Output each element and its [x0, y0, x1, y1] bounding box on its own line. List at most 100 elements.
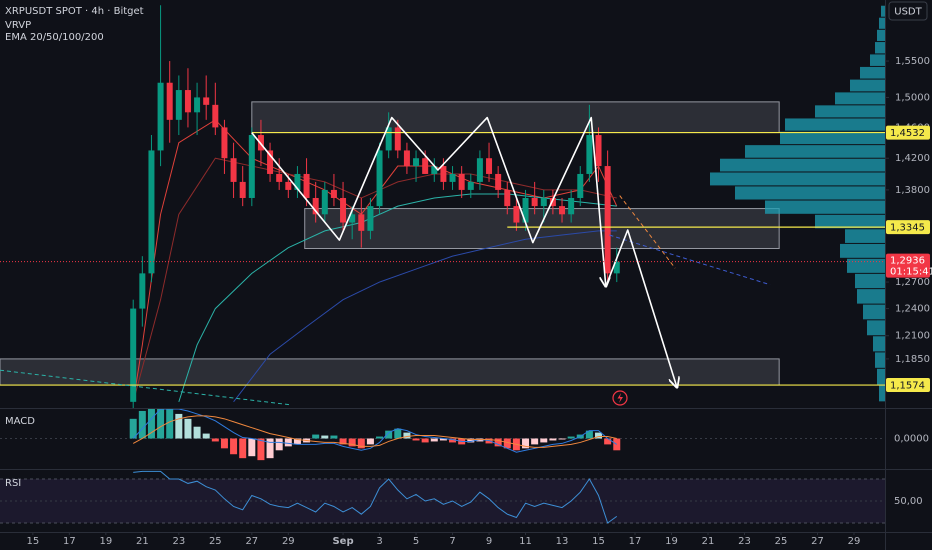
- y-tick-label: 1,5000: [895, 92, 930, 103]
- macd-histogram-bar: [467, 438, 475, 443]
- volume-profile-bar: [840, 243, 885, 258]
- macd-histogram-bar: [266, 438, 274, 459]
- macd-histogram-bar: [275, 438, 283, 451]
- macd-histogram-bar: [449, 438, 457, 443]
- candle-body: [586, 135, 593, 174]
- y-tick-label: 1,4200: [895, 153, 930, 164]
- x-tick-label: 23: [738, 536, 751, 547]
- candle-body: [285, 181, 292, 190]
- candle-body: [166, 82, 173, 120]
- candle-body: [513, 206, 520, 223]
- macd-title: MACD: [5, 416, 35, 427]
- macd-histogram-bar: [439, 438, 447, 441]
- macd-histogram-bar: [421, 438, 429, 443]
- y-tick-label: 1,1850: [895, 354, 930, 365]
- candle-body: [358, 214, 365, 231]
- ema-line: [233, 230, 617, 403]
- macd-histogram-bar: [540, 438, 548, 443]
- x-tick-label: 19: [665, 536, 678, 547]
- macd-histogram-bar: [494, 438, 502, 447]
- candle-body: [495, 173, 502, 190]
- y-tick-label: 1,5500: [895, 56, 930, 67]
- candle-body: [458, 173, 465, 190]
- volume-profile-bar: [873, 336, 885, 352]
- candle-body: [203, 97, 210, 105]
- candle-body: [321, 189, 328, 215]
- x-tick-label: 27: [245, 536, 258, 547]
- rsi-tick-label: 50,00: [894, 496, 923, 507]
- candle-body: [221, 127, 228, 159]
- macd-histogram-bar: [339, 438, 347, 445]
- volume-profile-bar: [877, 29, 885, 42]
- macd-histogram-bar: [284, 438, 292, 447]
- macd-pane: [0, 409, 885, 461]
- y-tick-label: 1,2400: [895, 304, 930, 315]
- volume-profile-bar: [845, 229, 885, 243]
- volume-profile-bar: [875, 42, 885, 54]
- currency-button[interactable]: [888, 1, 928, 21]
- volume-profile-bar: [857, 289, 885, 304]
- macd-histogram-bar: [312, 434, 320, 439]
- rsi-band: [0, 479, 885, 523]
- candle-body: [595, 135, 602, 167]
- volume-profile-bar: [780, 131, 885, 145]
- candle-body: [367, 206, 374, 231]
- macd-histogram-bar: [385, 430, 393, 439]
- alert-circle[interactable]: [612, 390, 628, 406]
- volume-profile-bar: [815, 105, 885, 118]
- rsi-pane: [0, 470, 885, 524]
- x-tick-label: 15: [26, 536, 39, 547]
- macd-histogram-bar: [220, 438, 228, 449]
- trend-line: [619, 195, 676, 269]
- alert-icon[interactable]: [612, 390, 628, 406]
- volume-profile-bar: [847, 258, 885, 273]
- candle-body: [349, 214, 356, 223]
- level-tag: [886, 125, 930, 140]
- candle-body: [540, 197, 547, 207]
- candle-body: [385, 127, 392, 151]
- rsi-title: RSI: [5, 478, 21, 489]
- candle-body: [175, 90, 182, 120]
- candle-body: [486, 158, 493, 174]
- macd-histogram-bar: [604, 438, 612, 445]
- candle-body: [267, 150, 274, 174]
- x-tick-label: 27: [811, 536, 824, 547]
- candle-body: [312, 197, 319, 215]
- macd-histogram-bar: [558, 438, 566, 440]
- volume-profile-bar: [855, 273, 885, 289]
- x-tick-label: 13: [556, 536, 569, 547]
- macd-histogram-bar: [239, 438, 247, 459]
- macd-histogram-bar: [403, 432, 411, 439]
- level-tag: [886, 378, 930, 393]
- candle-body: [184, 90, 191, 113]
- x-tick-label: 17: [629, 536, 642, 547]
- volume-profile-bar: [877, 368, 885, 385]
- macd-histogram-bar: [376, 436, 384, 439]
- macd-histogram-bar: [531, 438, 539, 445]
- volume-profile-bar: [879, 385, 885, 402]
- candle-body: [449, 173, 456, 182]
- last-price-tag: [886, 253, 930, 278]
- currency-label[interactable]: USDT: [894, 7, 922, 18]
- candle-body: [394, 127, 401, 151]
- zone: [0, 358, 780, 386]
- alert-bolt[interactable]: [617, 393, 624, 403]
- level-tag: [886, 220, 930, 235]
- volume-profile-bar: [785, 118, 885, 131]
- candle-body: [303, 173, 310, 198]
- x-tick-label: 21: [702, 536, 715, 547]
- x-tick-label: 17: [63, 536, 76, 547]
- x-tick-label: Sep: [332, 536, 353, 547]
- macd-histogram-bar: [184, 418, 192, 439]
- rsi-line: [133, 470, 618, 524]
- x-tick-label: 21: [136, 536, 149, 547]
- y-tick-label: 1,2100: [895, 331, 930, 342]
- macd-histogram-bar: [567, 436, 575, 439]
- candle-body: [413, 158, 420, 167]
- macd-histogram-bar: [147, 409, 155, 439]
- volume-profile-bar: [835, 92, 885, 105]
- volume-profile-bar: [720, 158, 885, 172]
- candle-body: [376, 150, 383, 207]
- volume-profile-bar: [745, 145, 885, 158]
- candle-body: [431, 166, 438, 174]
